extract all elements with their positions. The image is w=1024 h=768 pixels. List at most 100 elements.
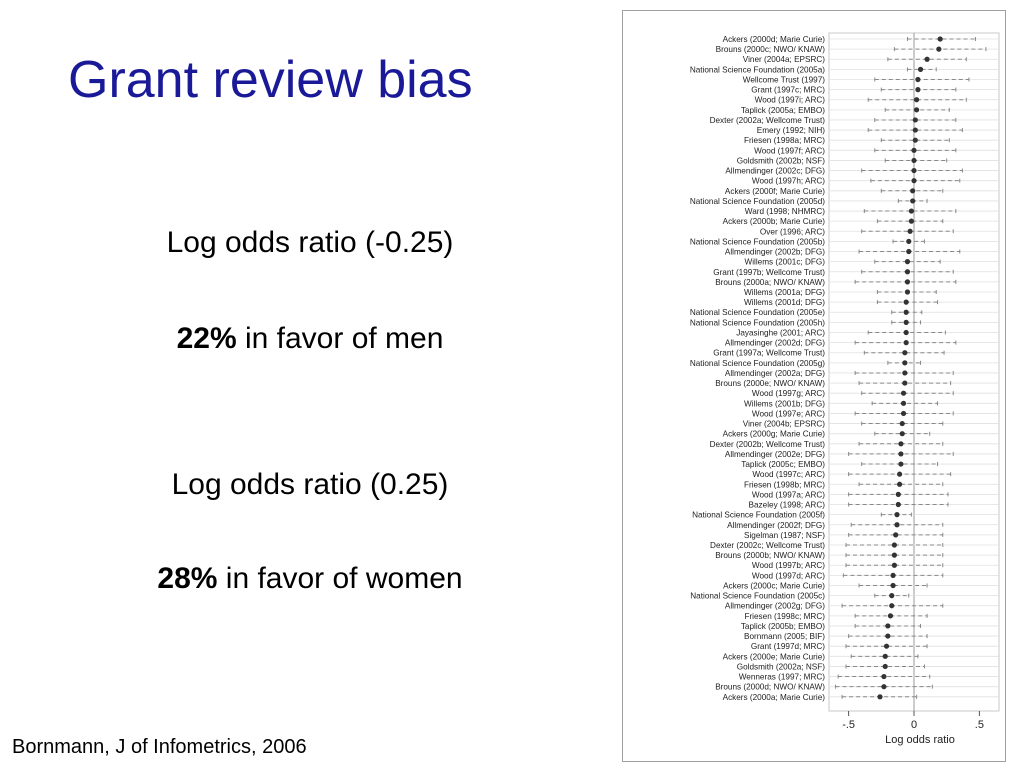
point-estimate bbox=[902, 380, 908, 386]
point-estimate bbox=[910, 188, 916, 194]
point-estimate bbox=[912, 137, 918, 143]
study-label: Wood (1997i; ARC) bbox=[755, 96, 826, 105]
study-label: Brouns (2000c; NWO/ KNAW) bbox=[716, 45, 826, 54]
point-estimate bbox=[910, 198, 916, 204]
study-label: Grant (1997a; Wellcome Trust) bbox=[713, 349, 825, 358]
study-label: Dexter (2002c; Wellcome Trust) bbox=[710, 541, 825, 550]
study-label: Ackers (2000b; Marie Curie) bbox=[723, 217, 826, 226]
x-tick-label: .5 bbox=[975, 719, 984, 731]
study-label: Friesen (1998b; MRC) bbox=[744, 480, 825, 489]
forest-plot: Ackers (2000d; Marie Curie)Brouns (2000c… bbox=[690, 32, 1000, 746]
point-estimate bbox=[914, 107, 920, 113]
point-estimate bbox=[911, 178, 917, 184]
study-label: Wenneras (1997; MRC) bbox=[739, 673, 826, 682]
point-estimate bbox=[924, 56, 930, 62]
study-label: Dexter (2002b; Wellcome Trust) bbox=[710, 440, 826, 449]
citation: Bornmann, J of Infometrics, 2006 bbox=[12, 736, 307, 758]
point-estimate bbox=[908, 208, 914, 214]
point-estimate bbox=[904, 289, 911, 295]
study-label: Sigelman (1987; NSF) bbox=[744, 531, 825, 540]
stat-women-percent-value: 28% bbox=[157, 562, 218, 595]
point-estimate bbox=[908, 218, 914, 224]
point-estimate bbox=[882, 663, 888, 670]
point-estimate bbox=[894, 512, 900, 518]
study-label: Taplick (2005a; EMBO) bbox=[741, 106, 825, 115]
study-label: Viner (2004a; EPSRC) bbox=[743, 55, 825, 64]
stat-men-percent-value: 22% bbox=[176, 322, 237, 355]
study-label: Goldsmith (2002b; NSF) bbox=[737, 156, 826, 165]
stat-women-percent-text: in favor of women bbox=[217, 562, 463, 595]
study-label: Wood (1997c; ARC) bbox=[752, 470, 825, 479]
point-estimate bbox=[907, 228, 913, 234]
point-estimate bbox=[937, 36, 943, 42]
study-label: Willems (2001a; DFG) bbox=[744, 288, 825, 297]
point-estimate bbox=[882, 653, 888, 659]
point-estimate bbox=[903, 329, 909, 336]
study-label: Friesen (1998c; MRC) bbox=[744, 612, 825, 621]
study-label: Ackers (2000g; Marie Curie) bbox=[723, 430, 826, 439]
study-label: Ackers (2000f; Marie Curie) bbox=[725, 187, 825, 196]
point-estimate bbox=[936, 46, 942, 52]
point-estimate bbox=[897, 481, 903, 487]
study-label: Brouns (2000d; NWO/ KNAW) bbox=[715, 683, 825, 692]
point-estimate bbox=[898, 441, 904, 447]
study-label: Wood (1997e; ARC) bbox=[752, 409, 825, 418]
point-estimate bbox=[914, 97, 920, 103]
point-estimate bbox=[902, 370, 908, 376]
study-label: Taplick (2005b; EMBO) bbox=[741, 622, 825, 631]
study-label: Allmendinger (2002f; DFG) bbox=[727, 521, 825, 530]
study-label: Friesen (1998a; MRC) bbox=[744, 136, 825, 145]
point-estimate bbox=[902, 350, 908, 356]
study-label: Goldsmith (2002a; NSF) bbox=[737, 662, 826, 671]
study-label: Wood (1997f; ARC) bbox=[754, 146, 825, 155]
point-estimate bbox=[891, 552, 897, 558]
slide-title: Grant review bias bbox=[68, 51, 473, 109]
point-estimate bbox=[891, 542, 897, 548]
point-estimate bbox=[915, 87, 921, 93]
study-label: Over (1996; ARC) bbox=[760, 227, 825, 236]
point-estimate bbox=[904, 259, 911, 265]
study-label: Wood (1997h; ARC) bbox=[752, 177, 825, 186]
point-estimate bbox=[906, 248, 912, 255]
point-estimate bbox=[881, 684, 887, 690]
point-estimate bbox=[885, 623, 891, 629]
point-estimate bbox=[881, 673, 887, 680]
point-estimate bbox=[902, 360, 908, 366]
stat-women-percent: 28% in favor of women bbox=[10, 562, 610, 596]
point-estimate bbox=[889, 603, 895, 609]
point-estimate bbox=[904, 279, 911, 285]
point-estimate bbox=[903, 309, 909, 315]
study-label: Allmendinger (2002d; DFG) bbox=[725, 339, 825, 348]
study-label: Willems (2001b; DFG) bbox=[744, 399, 825, 408]
point-estimate bbox=[915, 76, 921, 83]
point-estimate bbox=[900, 390, 907, 396]
point-estimate bbox=[899, 431, 905, 437]
study-label: National Science Foundation (2005g) bbox=[690, 359, 825, 368]
study-label: Wood (1997b; ARC) bbox=[752, 561, 825, 570]
study-label: National Science Foundation (2005b) bbox=[690, 237, 825, 246]
point-estimate bbox=[887, 613, 894, 619]
point-estimate bbox=[912, 117, 918, 123]
study-label: National Science Foundation (2005e) bbox=[690, 308, 825, 317]
point-estimate bbox=[885, 633, 891, 639]
study-label: Allmendinger (2002b; DFG) bbox=[725, 248, 825, 257]
point-estimate bbox=[883, 643, 890, 649]
study-label: Emery (1992; NIH) bbox=[757, 126, 826, 135]
study-label: Allmendinger (2002g; DFG) bbox=[725, 602, 825, 611]
study-label: National Science Foundation (2005d) bbox=[690, 197, 825, 206]
study-label: Viner (2004b; EPSRC) bbox=[743, 420, 825, 429]
point-estimate bbox=[877, 694, 883, 700]
study-label: Dexter (2002a; Wellcome Trust) bbox=[710, 116, 826, 125]
study-label: Wood (1997d; ARC) bbox=[752, 571, 825, 580]
study-label: Bazeley (1998; ARC) bbox=[749, 501, 826, 510]
study-label: Brouns (2000e; NWO/ KNAW) bbox=[715, 379, 825, 388]
stat-men-percent: 22% in favor of men bbox=[10, 322, 610, 356]
study-label: Brouns (2000b; NWO/ KNAW) bbox=[715, 551, 825, 560]
point-estimate bbox=[897, 471, 903, 477]
point-estimate bbox=[911, 167, 917, 174]
study-label: Bornmann (2005; BIF) bbox=[744, 632, 825, 641]
study-label: Ackers (2000c; Marie Curie) bbox=[723, 581, 825, 590]
study-label: Willems (2001c; DFG) bbox=[744, 258, 825, 267]
point-estimate bbox=[890, 572, 896, 578]
stat-men-percent-text: in favor of men bbox=[236, 322, 444, 355]
